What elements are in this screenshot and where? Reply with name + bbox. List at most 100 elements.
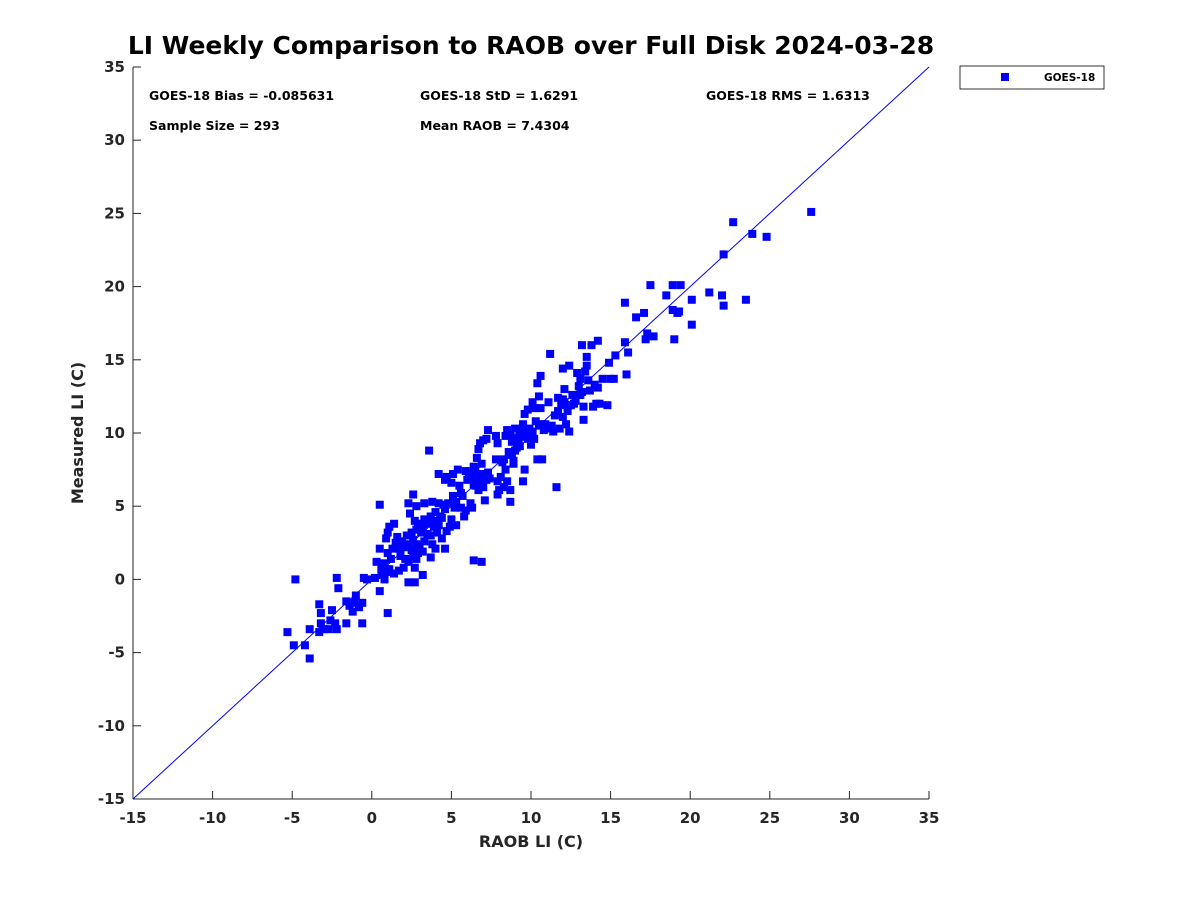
data-point <box>331 619 340 628</box>
data-point <box>410 578 419 587</box>
data-point <box>447 515 456 524</box>
data-point <box>399 543 408 552</box>
data-point <box>418 522 427 531</box>
data-point <box>579 415 588 424</box>
data-point <box>431 508 440 517</box>
data-point <box>670 335 679 344</box>
data-point <box>528 398 537 407</box>
legend-box <box>959 65 1105 90</box>
data-point <box>558 412 567 421</box>
data-point <box>491 431 500 440</box>
data-point <box>554 393 563 402</box>
data-point <box>528 427 537 436</box>
data-point <box>396 551 405 560</box>
x-tick-label: 30 <box>839 809 860 827</box>
y-tick-label: 15 <box>104 351 125 369</box>
data-point <box>351 591 360 600</box>
data-point <box>587 341 596 350</box>
data-point <box>641 335 650 344</box>
data-point <box>632 313 641 322</box>
data-point <box>552 483 561 492</box>
data-point <box>538 455 547 464</box>
data-point <box>550 411 559 420</box>
data-point <box>511 424 520 433</box>
chart-title: LI Weekly Comparison to RAOB over Full D… <box>128 31 934 60</box>
data-point <box>477 557 486 566</box>
data-point <box>412 554 421 563</box>
data-point <box>493 439 502 448</box>
x-tick-label: 25 <box>759 809 780 827</box>
data-point <box>363 575 372 584</box>
annotation-mean: Mean RAOB = 7.4304 <box>420 118 570 133</box>
data-point <box>444 499 453 508</box>
data-point <box>404 540 413 549</box>
data-point <box>624 348 633 357</box>
data-point <box>417 528 426 537</box>
data-point <box>375 587 384 596</box>
data-point <box>519 477 528 486</box>
data-point <box>420 537 429 546</box>
data-point <box>480 496 489 505</box>
data-point <box>577 388 586 397</box>
data-point <box>499 455 508 464</box>
data-point <box>565 361 574 370</box>
data-point <box>442 527 451 536</box>
data-point <box>434 469 443 478</box>
data-point <box>584 376 593 385</box>
data-point <box>382 534 391 543</box>
x-tick-label: -10 <box>199 809 226 827</box>
data-point <box>328 606 336 615</box>
data-point <box>426 531 435 540</box>
y-tick-label: -5 <box>108 644 125 662</box>
y-axis-label: Measured LI (C) <box>68 362 87 504</box>
data-point <box>527 440 535 449</box>
data-point <box>729 218 738 227</box>
data-point <box>533 455 542 464</box>
data-point <box>620 298 629 307</box>
data-point <box>762 232 771 241</box>
data-point <box>582 361 591 370</box>
data-point <box>549 427 558 436</box>
data-point <box>643 329 652 338</box>
data-point <box>503 426 512 435</box>
data-point <box>425 446 434 455</box>
data-point <box>560 385 569 394</box>
data-point <box>320 625 329 634</box>
data-point <box>577 341 586 350</box>
data-point <box>536 404 545 413</box>
y-tick-label: 0 <box>115 570 125 588</box>
data-point <box>541 420 550 429</box>
data-point <box>342 619 351 628</box>
data-point <box>445 522 454 531</box>
data-point <box>439 500 448 509</box>
data-point <box>477 459 486 468</box>
data-point <box>474 486 483 495</box>
data-point <box>448 491 457 500</box>
data-point <box>496 472 505 481</box>
data-point <box>581 367 590 376</box>
x-tick-label: 0 <box>367 809 377 827</box>
data-point <box>640 308 649 317</box>
data-point <box>705 288 714 297</box>
data-point <box>380 575 389 584</box>
data-point <box>316 619 325 628</box>
data-point <box>437 534 446 543</box>
legend-marker <box>1001 73 1009 81</box>
data-point <box>375 544 384 553</box>
data-point <box>455 481 464 490</box>
data-point <box>491 455 500 464</box>
x-tick-label: 20 <box>680 809 701 827</box>
data-point <box>423 519 432 528</box>
data-point <box>472 453 481 462</box>
data-point <box>544 398 553 407</box>
data-point <box>611 351 620 360</box>
data-point <box>495 486 504 495</box>
legend: GOES-18 <box>959 65 1105 90</box>
data-point <box>533 379 542 388</box>
data-point <box>407 528 416 537</box>
data-point <box>554 407 563 416</box>
data-point <box>573 368 582 377</box>
data-point <box>595 399 604 408</box>
data-point <box>807 207 816 216</box>
annotation-std: GOES-18 StD = 1.6291 <box>420 88 578 103</box>
